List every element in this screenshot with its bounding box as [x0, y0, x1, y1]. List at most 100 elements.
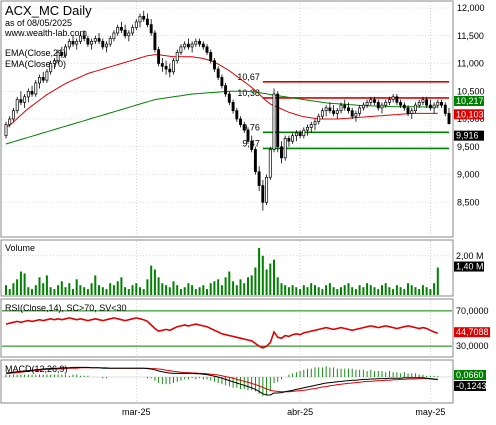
candle-body — [235, 110, 239, 120]
last-value-tag — [454, 109, 484, 120]
volume-bar — [105, 289, 108, 295]
candle-body — [168, 68, 172, 73]
volume-bar — [101, 287, 104, 295]
volume-bar — [202, 285, 205, 295]
grid-lines — [2, 2, 452, 402]
candlesticks — [4, 10, 451, 211]
volume-bar — [261, 255, 264, 295]
volume-bar — [124, 287, 127, 295]
volume-last-tag — [454, 261, 484, 272]
volume-bar — [209, 283, 212, 295]
ema-lines — [5, 54, 438, 145]
volume-bar — [139, 287, 141, 295]
rsi-last-tag — [454, 327, 490, 338]
candle-body — [242, 124, 246, 131]
volume-bar — [325, 285, 328, 295]
candle-body — [302, 129, 306, 137]
candle-body — [175, 52, 179, 62]
volume-bar — [280, 283, 283, 295]
volume-bar — [232, 281, 235, 295]
volume-bar — [314, 285, 316, 295]
volume-bar — [187, 283, 190, 295]
ema21-line — [5, 54, 438, 128]
candle-body — [172, 60, 175, 73]
candle-body — [11, 110, 15, 120]
volume-bar — [362, 287, 365, 295]
volume-bar — [381, 285, 383, 295]
candle-body — [443, 104, 447, 114]
volume-bar — [235, 285, 238, 295]
candle-body — [227, 93, 231, 103]
volume-bar — [358, 285, 361, 295]
candle-body — [209, 52, 213, 62]
volume-bar — [38, 277, 41, 295]
volume-bar — [328, 283, 331, 295]
macd-lines — [5, 366, 439, 397]
candle-body — [145, 18, 149, 25]
candle-body — [201, 43, 205, 48]
candle-body — [194, 40, 198, 45]
volume-bar — [172, 281, 175, 295]
candle-body — [78, 35, 82, 42]
candle-body — [391, 96, 395, 100]
candle-body — [116, 27, 120, 34]
volume-bar — [176, 285, 179, 295]
volume-bar — [109, 283, 112, 295]
volume-last-text: 1,40 M — [456, 262, 484, 272]
candle-body — [347, 107, 350, 112]
volume-bar — [250, 275, 253, 295]
candle-body — [425, 99, 429, 106]
candle-body — [239, 118, 242, 125]
volume-bar — [306, 287, 309, 295]
volume-bar — [332, 287, 335, 295]
volume-bar — [131, 285, 134, 295]
volume-bar — [321, 289, 324, 295]
volume-bar — [418, 289, 421, 295]
volume-bar — [94, 275, 97, 295]
price-y-tick-label: 11,000 — [457, 59, 484, 69]
macd-title: MACD(12,26,9) — [5, 364, 68, 374]
price-y-tick-label: 12,000 — [457, 3, 485, 13]
candle-body — [428, 104, 432, 109]
volume-y-tick-label: 2,00 M — [456, 251, 484, 261]
candle-body — [183, 43, 187, 48]
volume-bar — [284, 285, 287, 295]
candle-body — [26, 90, 30, 98]
candle-body — [395, 96, 399, 103]
volume-bar — [273, 259, 275, 295]
candle-body — [60, 52, 64, 56]
candle-body — [440, 102, 443, 106]
candle-body — [376, 102, 380, 109]
candle-body — [332, 110, 336, 114]
rsi-y-tick-label: 30,0000 — [456, 341, 489, 351]
volume-bar — [369, 285, 372, 295]
candle-body — [365, 102, 369, 106]
volume-bar — [98, 285, 100, 295]
volume-bar — [198, 287, 201, 295]
candle-body — [387, 99, 391, 103]
legend-ema21: EMA(Close,21) — [5, 48, 66, 58]
chart-title: ACX_MC Daily — [5, 3, 92, 18]
candle-body — [56, 52, 60, 62]
volume-bar — [12, 283, 15, 295]
volume-bar — [5, 285, 7, 295]
asof-date: as of 08/05/2025 — [5, 18, 72, 28]
x-tick-label: mar-25 — [122, 407, 151, 417]
volume-bar — [135, 283, 138, 295]
volume-bar — [27, 287, 30, 295]
volume-bar — [34, 285, 37, 295]
candle-body — [38, 77, 41, 84]
candle-body — [294, 132, 298, 137]
candle-body — [64, 46, 67, 56]
volume-bar — [8, 289, 11, 295]
candle-body — [317, 115, 321, 123]
candle-body — [52, 60, 56, 64]
volume-bar — [392, 289, 395, 295]
volume-bar — [86, 289, 89, 295]
candle-body — [97, 38, 101, 42]
volume-bar — [317, 287, 320, 295]
candle-body — [127, 32, 131, 37]
volume-bar — [31, 289, 33, 295]
candle-body — [276, 93, 280, 148]
volume-bar — [239, 279, 242, 295]
